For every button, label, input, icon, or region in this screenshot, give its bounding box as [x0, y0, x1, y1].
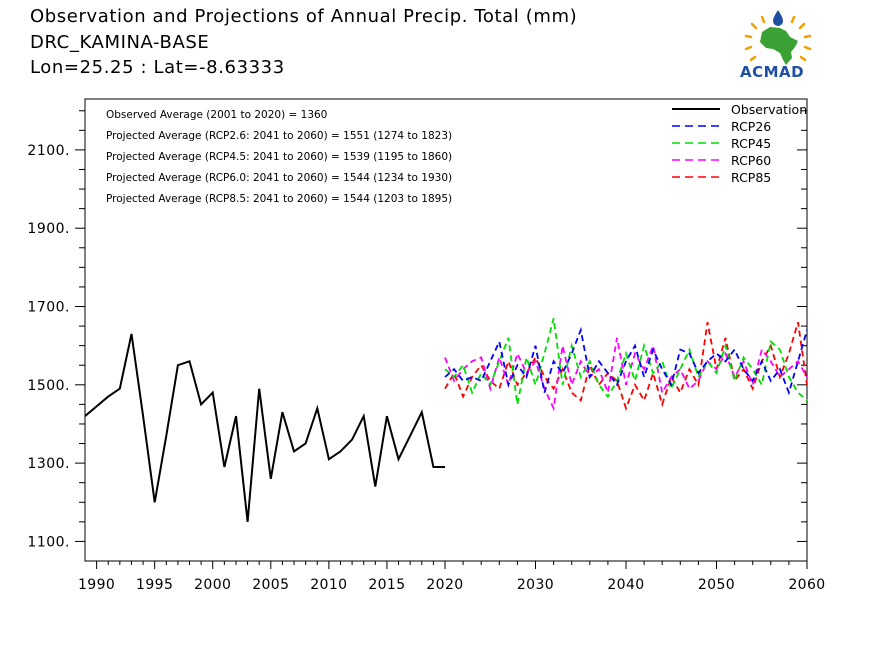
y-axis: 1100. 1300. 1500. 1700. 1900. 2100. — [27, 110, 807, 550]
legend-label: RCP60 — [731, 153, 771, 168]
x-tick-label: 2010 — [310, 577, 347, 593]
plot-frame — [84, 98, 808, 562]
series-line-rcp26 — [444, 326, 808, 396]
x-tick-label: 2020 — [426, 577, 463, 593]
x-tick-label: 2015 — [368, 577, 405, 593]
legend-label: RCP45 — [731, 136, 771, 151]
series-line-rcp85 — [444, 321, 808, 411]
annotation-line: Observed Average (2001 to 2020) = 1360 — [106, 109, 327, 121]
x-tick-label: 2040 — [607, 577, 644, 593]
x-tick-label: 2000 — [194, 577, 231, 593]
annotation-line: Projected Average (RCP8.5: 2041 to 2060)… — [106, 193, 452, 205]
y-tick-label: 1500. — [27, 378, 70, 394]
annotation-line: Projected Average (RCP6.0: 2041 to 2060)… — [106, 172, 452, 184]
series-line-rcp60 — [444, 337, 808, 412]
x-tick-label: 2050 — [698, 577, 735, 593]
x-axis: 1990 1995 2000 2005 2010 2015 2020 2030 2040 2050… — [78, 561, 825, 593]
chart-title: Observation and Projections of Annual Pr… — [30, 6, 578, 27]
series-line-observation — [84, 333, 445, 522]
y-tick-label: 1700. — [27, 300, 70, 316]
y-tick-label: 1100. — [27, 534, 70, 550]
y-tick-label: 1900. — [27, 221, 70, 237]
series-layer — [84, 318, 808, 522]
raindrop-icon — [773, 10, 783, 26]
annotations: Observed Average (2001 to 2020) = 1360 Pr… — [106, 109, 452, 205]
y-tick-label: 2100. — [27, 143, 70, 159]
series-line-rcp45 — [444, 318, 808, 405]
africa-map-icon — [760, 27, 798, 65]
annotation-line: Projected Average (RCP2.6: 2041 to 2060)… — [106, 130, 452, 142]
x-tick-label: 2030 — [517, 577, 554, 593]
acmad-logo — [744, 10, 812, 65]
sun-rays-icon — [744, 15, 812, 62]
x-tick-label: 1990 — [78, 577, 115, 593]
legend-label: RCP26 — [731, 119, 771, 134]
legend-label: Observation — [731, 102, 807, 117]
location-coordinates: Lon=25.25 : Lat=-8.63333 — [30, 57, 285, 78]
legend: Observation RCP26 RCP45 RCP60 RCP85 — [672, 102, 807, 185]
y-tick-label: 1300. — [27, 456, 70, 472]
annotation-line: Projected Average (RCP4.5: 2041 to 2060)… — [106, 151, 452, 163]
station-name: DRC_KAMINA-BASE — [30, 32, 210, 53]
x-tick-label: 1995 — [136, 577, 173, 593]
legend-label: RCP85 — [731, 170, 771, 185]
logo-text: ACMAD — [740, 63, 805, 81]
x-tick-label: 2060 — [788, 577, 825, 593]
x-tick-label: 2005 — [252, 577, 289, 593]
